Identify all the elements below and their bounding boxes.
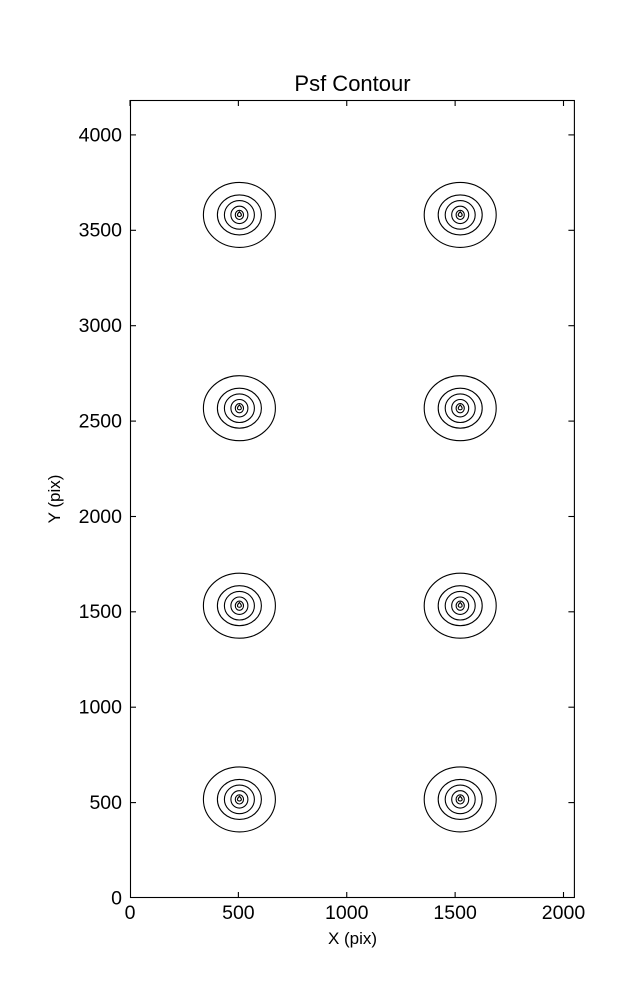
svg-text:2500: 2500 — [79, 411, 123, 433]
svg-text:500: 500 — [89, 792, 122, 814]
svg-text:Y (pix): Y (pix) — [45, 475, 64, 524]
svg-text:2000: 2000 — [542, 902, 586, 924]
svg-text:0: 0 — [125, 902, 136, 924]
svg-text:1500: 1500 — [433, 902, 477, 924]
svg-text:2000: 2000 — [79, 506, 123, 528]
svg-text:3000: 3000 — [79, 315, 123, 337]
svg-text:1000: 1000 — [79, 697, 123, 719]
svg-text:4000: 4000 — [79, 124, 123, 146]
svg-text:500: 500 — [222, 902, 255, 924]
svg-text:0: 0 — [111, 888, 122, 910]
svg-text:Psf Contour: Psf Contour — [294, 71, 410, 96]
svg-text:3500: 3500 — [79, 220, 123, 242]
svg-text:X (pix): X (pix) — [328, 929, 377, 948]
svg-text:1000: 1000 — [325, 902, 369, 924]
svg-text:1500: 1500 — [79, 601, 123, 623]
